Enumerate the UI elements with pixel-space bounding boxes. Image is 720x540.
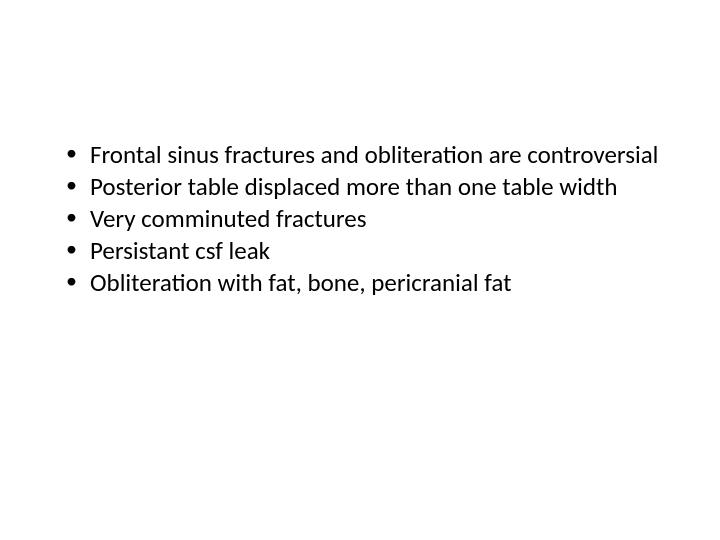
list-item: Persistant csf leak <box>60 236 660 266</box>
list-item: Obliteration with fat, bone, pericranial… <box>60 268 660 298</box>
bullet-list: Frontal sinus fractures and obliteration… <box>60 140 660 298</box>
list-item: Frontal sinus fractures and obliteration… <box>60 140 660 170</box>
slide-body: Frontal sinus fractures and obliteration… <box>0 0 720 540</box>
list-item: Posterior table displaced more than one … <box>60 172 660 202</box>
list-item: Very comminuted fractures <box>60 204 660 234</box>
